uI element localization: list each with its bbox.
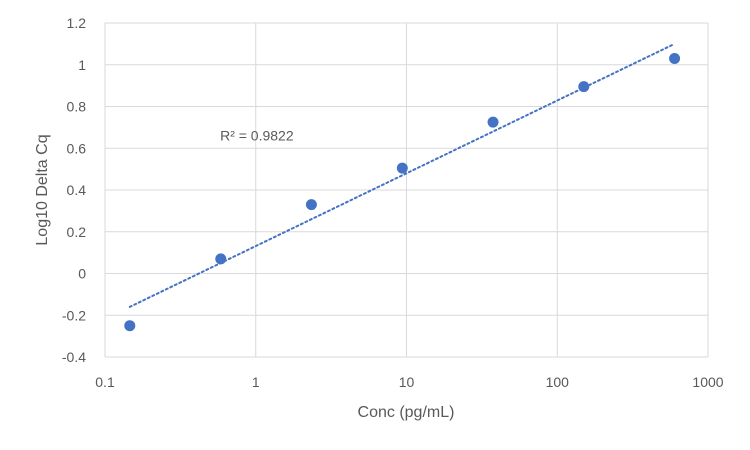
x-tick-label: 1000 xyxy=(692,374,723,390)
x-tick-label: 0.1 xyxy=(95,374,115,390)
data-point xyxy=(487,116,499,128)
x-axis-tick-labels: 0.1 1 10 100 1000 xyxy=(95,374,724,390)
y-tick-label: -0.2 xyxy=(62,307,86,323)
data-point xyxy=(396,162,408,174)
y-tick-label: 0.6 xyxy=(67,140,87,156)
data-point xyxy=(215,253,227,265)
trendline-group xyxy=(128,42,676,308)
annotations: R² = 0.9822 xyxy=(220,128,294,144)
data-point xyxy=(578,81,590,93)
y-tick-label: 0.8 xyxy=(67,99,87,115)
y-tick-label: 0.4 xyxy=(67,182,87,198)
y-tick-label: 0.2 xyxy=(67,224,87,240)
y-tick-label: 1 xyxy=(78,57,86,73)
r-squared-annotation: R² = 0.9822 xyxy=(220,128,294,144)
y-tick-label: -0.4 xyxy=(62,349,86,365)
data-point xyxy=(305,199,317,211)
y-tick-label: 0 xyxy=(78,266,86,282)
x-tick-label: 1 xyxy=(252,374,260,390)
x-tick-label: 100 xyxy=(546,374,570,390)
data-point xyxy=(669,52,681,64)
x-tick-label: 10 xyxy=(399,374,415,390)
data-points xyxy=(124,52,681,332)
trendline xyxy=(128,42,676,308)
y-axis-tick-labels: -0.4 -0.2 0 0.2 0.4 0.6 0.8 1 1.2 xyxy=(62,15,86,365)
y-axis-title: Log10 Delta Cq xyxy=(34,134,51,245)
gridlines xyxy=(104,22,709,358)
y-tick-label: 1.2 xyxy=(67,15,87,31)
x-axis-title: Conc (pg/mL) xyxy=(358,404,455,421)
data-point xyxy=(124,320,136,332)
